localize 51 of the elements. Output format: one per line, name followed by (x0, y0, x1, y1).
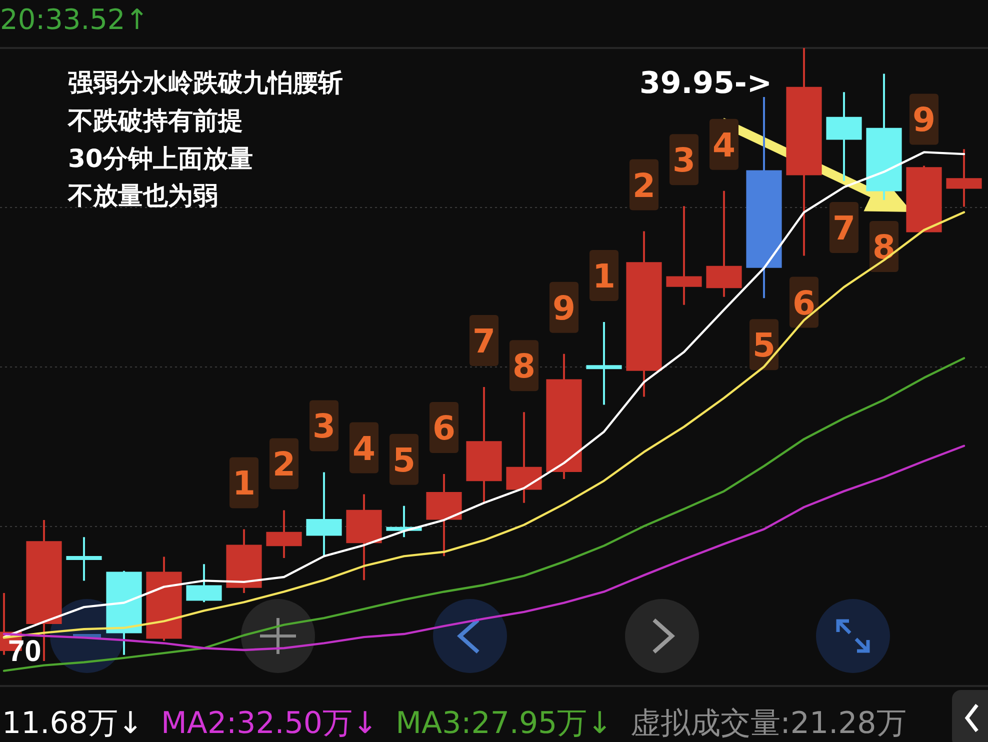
candlestick (266, 509, 302, 560)
text: 虚拟成交量:21.28万 (630, 706, 906, 741)
annotation: 强弱分水岭跌破九怕腰斩 (68, 68, 343, 97)
text: 4 (352, 428, 376, 468)
text: 5 (392, 440, 416, 480)
text: 6 (432, 408, 456, 448)
candlestick (306, 471, 342, 558)
text: 6 (792, 283, 816, 322)
candlestick (626, 230, 662, 398)
candlestick (706, 190, 742, 298)
text: 7 (832, 208, 856, 248)
text: 3 (672, 140, 696, 180)
text: 4 (712, 125, 736, 164)
text: 2 (272, 444, 296, 484)
text: 8 (872, 228, 896, 267)
text: 2 (632, 166, 656, 205)
candlestick (826, 91, 862, 182)
candlestick (906, 164, 942, 233)
candlestick (346, 493, 382, 582)
annotation: 不跌破持有前提 (67, 106, 243, 135)
candlestick (466, 386, 502, 504)
annotation: 39.95-> (640, 66, 772, 101)
candlestick (946, 148, 982, 208)
candlestick (746, 96, 782, 300)
candlestick (66, 536, 102, 582)
text: 20:33.52↑ (0, 3, 149, 36)
candlestick (146, 556, 182, 642)
candlestick (506, 411, 542, 504)
text: 1 (232, 464, 256, 503)
candlestick (426, 473, 462, 558)
text: 11.68万↓ (2, 706, 144, 741)
text: 8 (512, 346, 536, 386)
text: 9 (912, 100, 936, 140)
text: MA3:27.95万↓ (396, 706, 612, 741)
text: 9 (552, 288, 576, 328)
annotation: 30分钟上面放量 (68, 144, 253, 173)
candlestick (226, 528, 262, 594)
candlestick (666, 205, 702, 306)
annotation: 70 (8, 635, 42, 668)
text: 5 (752, 326, 776, 365)
candlestick (106, 570, 142, 656)
annotation: 不放量也为弱 (67, 181, 218, 210)
text: 3 (312, 406, 336, 446)
candlestick (786, 47, 822, 257)
text: 7 (472, 321, 496, 360)
text: MA2:32.50万↓ (161, 706, 378, 741)
text: 1 (592, 256, 616, 296)
candlestick (866, 72, 902, 202)
candlestick (586, 321, 622, 406)
candlestick (186, 563, 222, 604)
candlestick (546, 352, 582, 480)
